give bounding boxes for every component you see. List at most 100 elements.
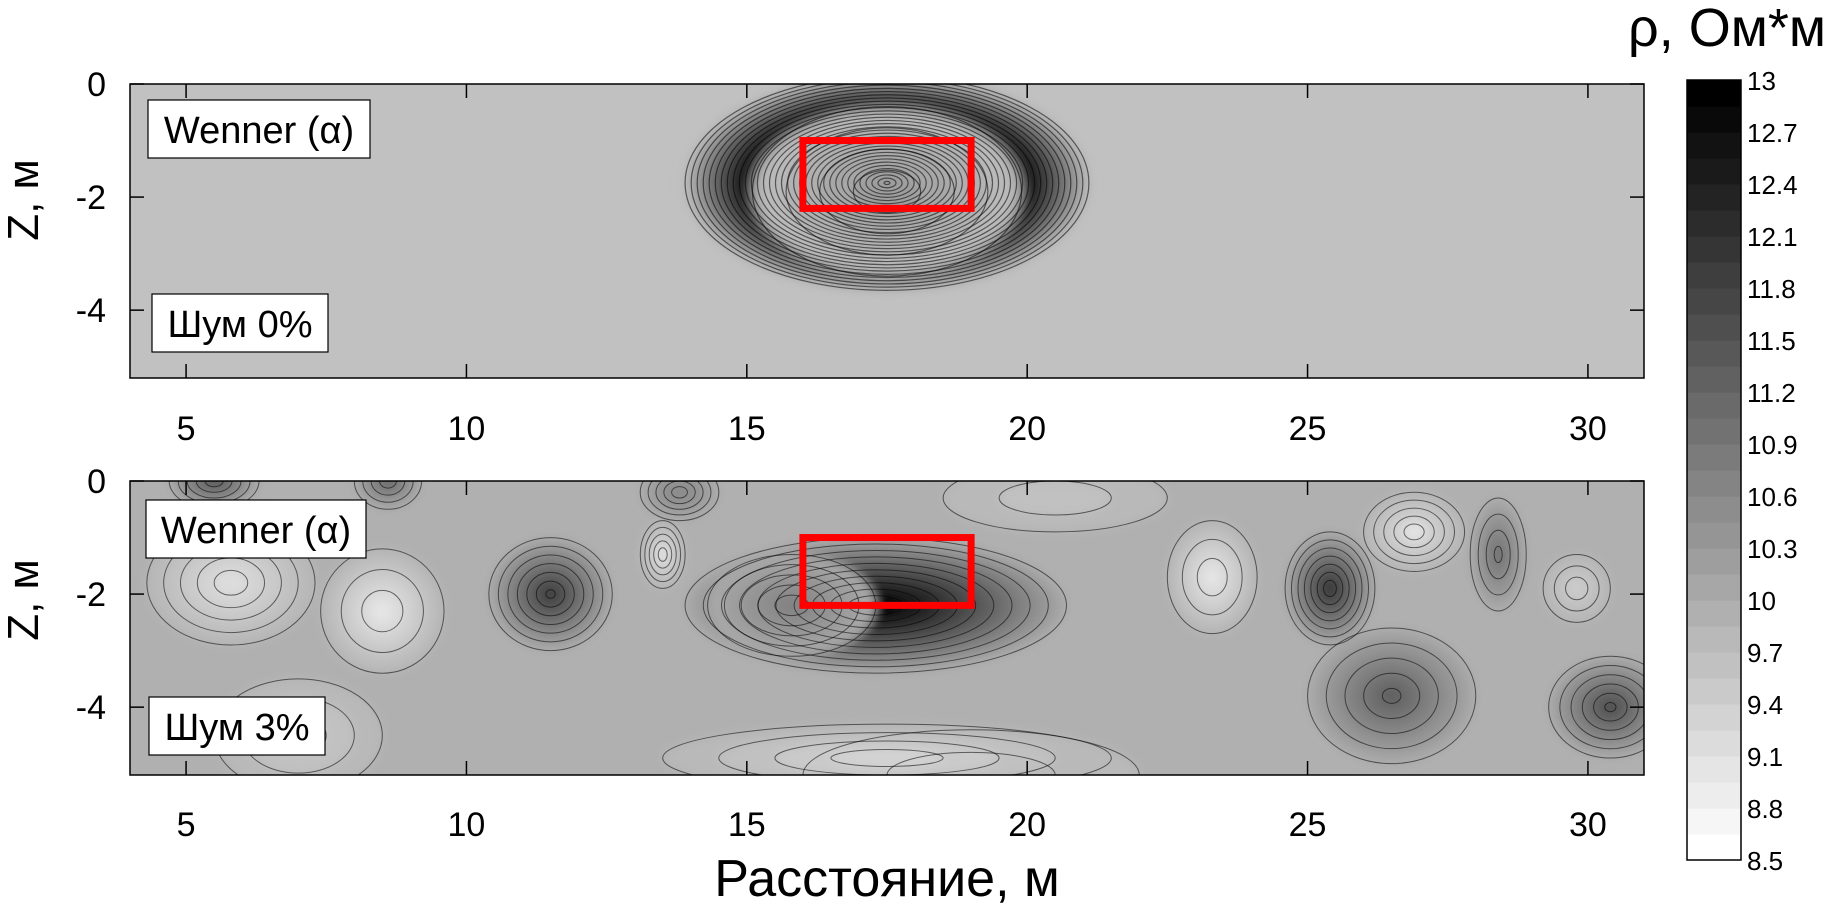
top-target-box xyxy=(799,137,975,212)
bot-contour-4-2 xyxy=(1325,642,1458,750)
bot-contour-2-2 xyxy=(497,545,604,643)
top-x-tick-label: 30 xyxy=(1569,410,1607,448)
bot-x-tick-label: 20 xyxy=(1008,806,1046,844)
bot-anomaly-9-band-4 xyxy=(671,486,688,499)
top-contour-0-66 xyxy=(883,180,891,186)
bot-y-tick-label: 0 xyxy=(87,463,106,501)
bot-x-tick-label: 5 xyxy=(177,806,196,844)
bottom-y-axis: 0 -2 -4 xyxy=(76,463,1644,727)
colorbar-band xyxy=(1687,600,1741,627)
bot-contour-19-0 xyxy=(1542,554,1611,623)
bot-anomaly-5-band-10 xyxy=(1604,702,1616,712)
colorbar-tick-label: 9.1 xyxy=(1747,742,1783,772)
colorbar-tick-label: 10.6 xyxy=(1747,482,1798,512)
top-contour-0-16 xyxy=(732,100,1042,266)
bot-contour-2-12 xyxy=(545,589,556,599)
colorbar-band xyxy=(1687,522,1741,549)
colorbar-band xyxy=(1687,340,1741,367)
top-contour-1-2 xyxy=(819,148,955,235)
top-y-tick-label: -2 xyxy=(76,179,106,217)
top-contour-1-0 xyxy=(751,106,1023,277)
colorbar-band xyxy=(1687,678,1741,705)
bot-anomaly-11-band-5 xyxy=(372,600,393,622)
colorbar-band xyxy=(1687,366,1741,393)
bot-contour-15-3 xyxy=(1393,515,1435,549)
top-contour-0-56 xyxy=(853,164,921,202)
bot-contour-8-4 xyxy=(370,481,406,496)
top-contour-0-48 xyxy=(829,151,945,215)
bot-contour-13-4 xyxy=(657,547,668,562)
colorbar-tick-label: 9.4 xyxy=(1747,690,1783,720)
bot-contour-7-4 xyxy=(186,481,242,499)
bot-contour-16-1 xyxy=(718,732,1056,775)
bot-contour-2-4 xyxy=(507,554,594,634)
top-noise-label: Шум 0% xyxy=(151,293,329,353)
bot-contour-8-2 xyxy=(362,481,414,503)
top-x-tick-label: 10 xyxy=(448,410,486,448)
bot-contour-16-2 xyxy=(774,740,1000,775)
top-plot-frame xyxy=(129,83,1645,379)
colorbar-band xyxy=(1687,626,1741,653)
bot-contour-6-6 xyxy=(1493,545,1503,564)
top-y-tick-label: -4 xyxy=(76,292,106,330)
colorbar-title: ρ, Ом*м xyxy=(1628,0,1825,58)
colorbar-band xyxy=(1687,210,1741,237)
bot-contour-16-3 xyxy=(830,749,944,768)
colorbar-band xyxy=(1687,314,1741,341)
top-contour-0-0 xyxy=(684,84,1090,291)
bot-anomaly-6-band-6 xyxy=(1494,546,1503,563)
top-contour-0-58 xyxy=(859,167,915,198)
bottom-x-axis: 5 10 15 20 25 30 xyxy=(177,481,1607,844)
top-x-tick-label: 25 xyxy=(1289,410,1327,448)
bot-contour-13-0 xyxy=(639,520,686,589)
bot-contour-8-6 xyxy=(379,481,397,489)
bot-contour-2-0 xyxy=(488,537,613,652)
colorbar-tick-label: 9.7 xyxy=(1747,638,1783,668)
bottom-target-box xyxy=(799,534,975,609)
top-contour-0-30 xyxy=(774,123,1000,243)
bot-contour-3-10 xyxy=(1316,571,1344,606)
bot-contour-16-0 xyxy=(662,723,1112,775)
top-contour-1-1 xyxy=(785,127,989,256)
top-contour-0-60 xyxy=(865,171,909,195)
colorbar-band xyxy=(1687,262,1741,289)
bot-contour-3-8 xyxy=(1310,563,1350,614)
bot-contour-15-1 xyxy=(1373,499,1455,565)
bot-y-tick-label: -2 xyxy=(76,576,106,614)
bot-contour-18-1 xyxy=(998,481,1112,516)
bot-contour-4-8 xyxy=(1381,687,1402,704)
bot-anomaly-3-band-13 xyxy=(1326,584,1334,593)
bot-contour-13-1 xyxy=(644,526,682,583)
bot-contour-15-2 xyxy=(1383,507,1445,557)
colorbar-band xyxy=(1687,288,1741,315)
bot-contour-3-0 xyxy=(1284,531,1376,646)
top-panel: 5 10 15 20 25 30 0 -2 -4 Z, м Wenner (α) Шум 0% xyxy=(0,66,1645,448)
colorbar-frame xyxy=(1686,79,1742,861)
top-heatmap xyxy=(130,84,1644,378)
x-axis-label: Расстояние, м xyxy=(714,850,1060,908)
bot-contour-3-2 xyxy=(1290,539,1369,638)
colorbar-band xyxy=(1687,808,1741,835)
bot-contour-19-1 xyxy=(1553,565,1600,612)
bot-contour-0-2 xyxy=(702,543,1049,668)
colorbar-band xyxy=(1687,496,1741,523)
bot-contour-4-6 xyxy=(1363,672,1421,719)
top-x-tick-label: 5 xyxy=(177,410,196,448)
top-x-tick-label: 20 xyxy=(1008,410,1046,448)
bot-anomaly-12-band-4 xyxy=(214,570,248,596)
colorbar-band xyxy=(1687,834,1741,861)
colorbar-tick-label: 12.4 xyxy=(1747,170,1798,200)
bot-y-tick-label: -4 xyxy=(76,689,106,727)
colorbar-tick-label: 13 xyxy=(1747,66,1776,96)
colorbar-tick-label: 11.2 xyxy=(1747,378,1796,408)
top-x-tick-label: 15 xyxy=(728,410,766,448)
colorbar: 13 12.7 12.4 12.1 11.8 11.5 11.2 10.9 10.6 10.3 10… xyxy=(1628,0,1825,876)
top-contour-0-36 xyxy=(792,132,981,234)
svg-text:Шум 0%: Шум 0% xyxy=(167,304,312,346)
bot-contour-6-2 xyxy=(1477,513,1519,596)
bot-contour-9-2 xyxy=(655,481,704,510)
bot-anomaly-8-band-6 xyxy=(379,481,397,489)
colorbar-band xyxy=(1687,652,1741,679)
top-y-axis: 0 -2 -4 xyxy=(76,66,1644,330)
